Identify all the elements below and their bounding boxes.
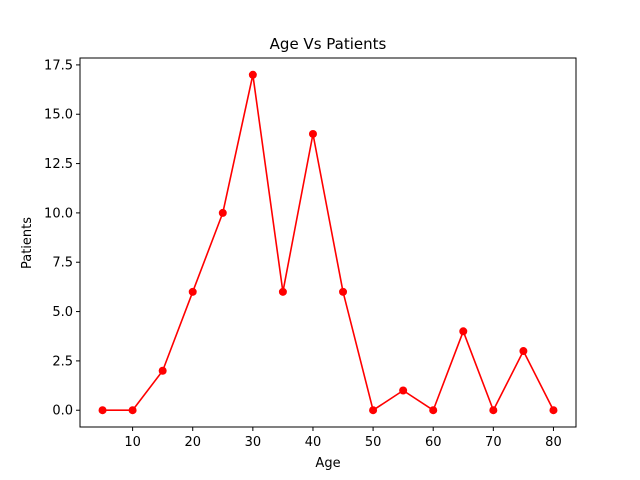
- data-point: [459, 327, 468, 336]
- y-tick-label: 5.0: [52, 305, 73, 320]
- data-point: [429, 406, 438, 415]
- y-tick-label: 10.0: [44, 206, 73, 221]
- data-point: [98, 406, 107, 415]
- data-point: [369, 406, 378, 415]
- x-tick-label: 70: [485, 435, 502, 450]
- x-tick-label: 30: [245, 435, 262, 450]
- x-tick-label: 80: [545, 435, 562, 450]
- y-axis-label: Patients: [20, 217, 35, 269]
- x-tick-label: 10: [124, 435, 141, 450]
- plot-area: [98, 70, 558, 415]
- data-point: [519, 347, 528, 356]
- data-point: [218, 208, 227, 217]
- data-point: [158, 366, 167, 375]
- y-tick-label: 12.5: [44, 157, 73, 172]
- data-point: [308, 129, 317, 138]
- data-point: [549, 406, 558, 415]
- chart-title: Age Vs Patients: [270, 35, 387, 53]
- y-tick-label: 2.5: [52, 354, 73, 369]
- data-point: [248, 70, 257, 79]
- x-tick-label: 20: [184, 435, 201, 450]
- y-tick-label: 17.5: [44, 58, 73, 73]
- x-tick-label: 40: [305, 435, 322, 450]
- data-point: [399, 386, 408, 395]
- x-axis: 10 20 30 40 50 60 70 80: [124, 427, 562, 450]
- data-point: [188, 287, 197, 296]
- data-point: [128, 406, 137, 415]
- y-tick-label: 15.0: [44, 108, 73, 123]
- series-line: [102, 73, 555, 412]
- data-point: [339, 287, 348, 296]
- x-tick-label: 60: [425, 435, 442, 450]
- x-axis-label: Age: [315, 456, 340, 471]
- y-tick-label: 0.0: [52, 404, 73, 419]
- data-point: [278, 287, 287, 296]
- x-tick-label: 50: [365, 435, 382, 450]
- y-tick-label: 7.5: [52, 256, 73, 271]
- data-point: [489, 406, 498, 415]
- plot-frame: [79, 57, 577, 428]
- y-axis: 0.0 2.5 5.0 7.5 10.0 12.5 15.0 17.5: [44, 58, 80, 419]
